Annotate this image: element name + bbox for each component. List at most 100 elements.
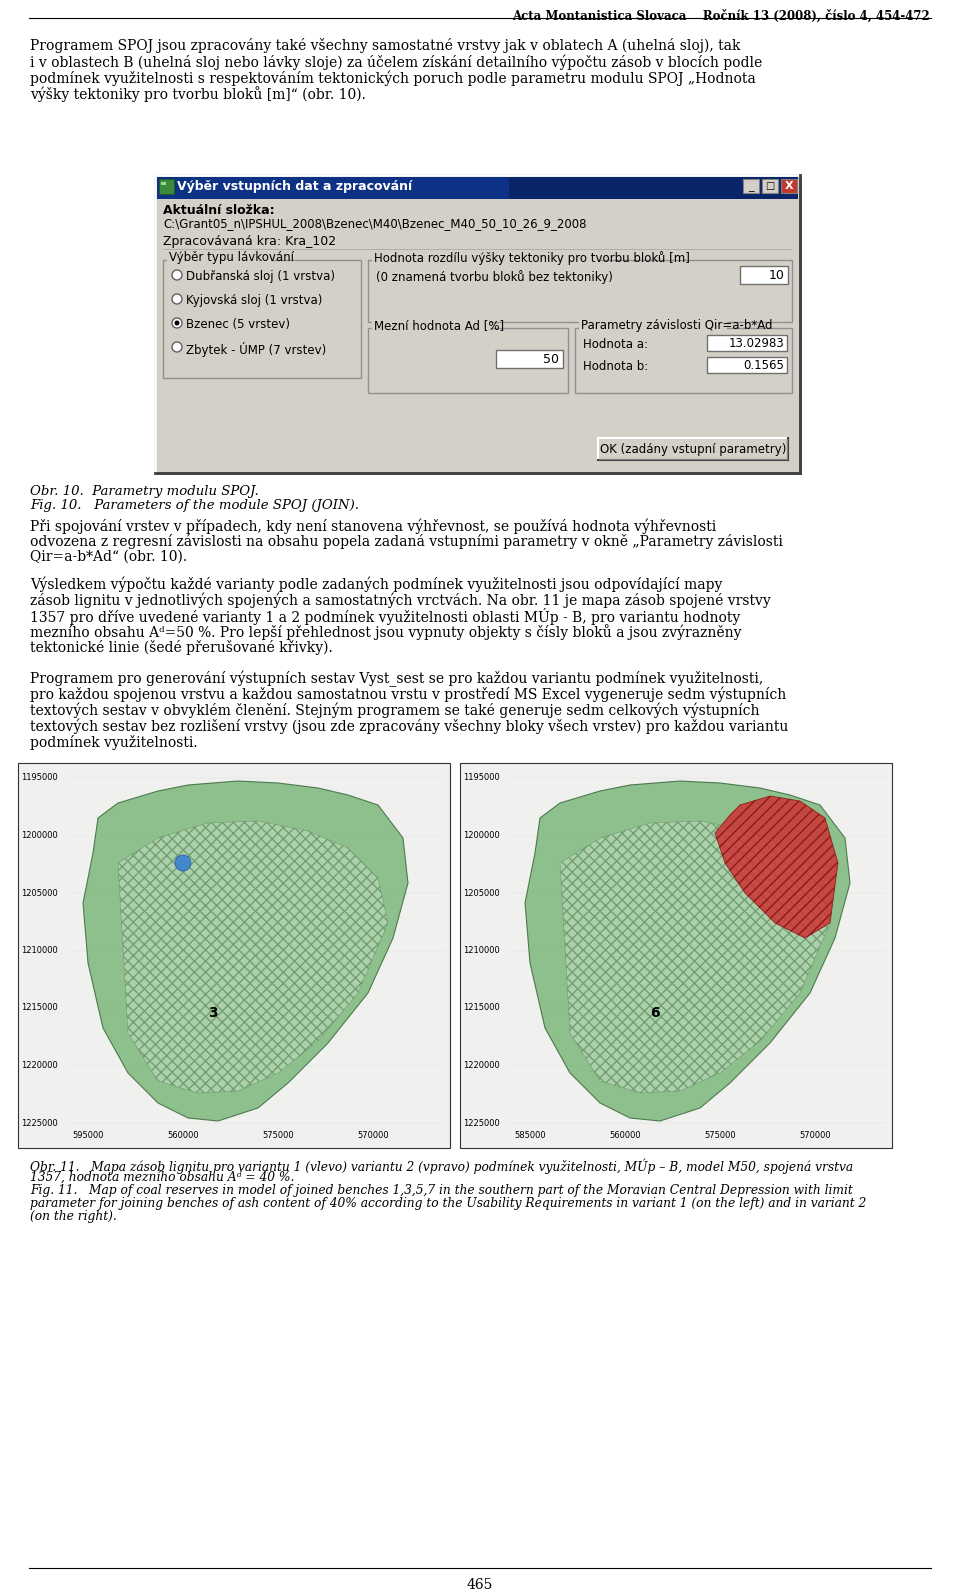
Text: 575000: 575000 — [705, 1132, 735, 1140]
Bar — [740, 267, 788, 284]
Bar — [762, 179, 778, 193]
Text: Výsledkem výpočtu každé varianty podle zadaných podmínek využitelnosti jsou odpo: Výsledkem výpočtu každé varianty podle z… — [30, 576, 722, 592]
Text: 1220000: 1220000 — [463, 1061, 500, 1069]
Text: 560000: 560000 — [167, 1132, 199, 1140]
Bar — [161, 182, 166, 185]
Text: 1215000: 1215000 — [463, 1004, 500, 1012]
Text: Acta Montanistica Slovaca    Ročník 13 (2008), číslo 4, 454-472: Acta Montanistica Slovaca Ročník 13 (200… — [513, 10, 930, 24]
Text: Bzenec (5 vrstev): Bzenec (5 vrstev) — [186, 318, 290, 330]
Circle shape — [172, 342, 182, 353]
Text: textových sestav bez rozlišení vrstvy (jsou zde zpracovány všechny bloky všech v: textových sestav bez rozlišení vrstvy (j… — [30, 720, 788, 734]
Text: podmínek využitelnosti.: podmínek využitelnosti. — [30, 736, 198, 750]
Text: 1195000: 1195000 — [463, 774, 500, 782]
Text: Parametry závislosti Qir=a-b*Ad: Parametry závislosti Qir=a-b*Ad — [581, 319, 773, 332]
Text: □: □ — [765, 180, 775, 192]
Text: Výběr vstupních dat a zpracování: Výběr vstupních dat a zpracování — [177, 180, 412, 193]
Bar — [163, 260, 361, 378]
Text: parameter for joining benches of ash content of 40% according to the Usability R: parameter for joining benches of ash con… — [30, 1197, 866, 1210]
Text: 1215000: 1215000 — [21, 1004, 58, 1012]
Text: 585000: 585000 — [515, 1132, 546, 1140]
Text: 570000: 570000 — [799, 1132, 830, 1140]
Bar — [743, 179, 759, 193]
Bar — [598, 437, 788, 460]
Text: 560000: 560000 — [610, 1132, 641, 1140]
Text: 0.1565: 0.1565 — [743, 359, 784, 372]
Bar — [167, 252, 272, 263]
Text: Dubřanská sloj (1 vrstva): Dubřanská sloj (1 vrstva) — [186, 270, 335, 282]
Text: Zpracovávaná kra: Kra_102: Zpracovávaná kra: Kra_102 — [163, 235, 336, 247]
Bar — [368, 329, 568, 393]
Text: Programem SPOJ jsou zpracovány také všechny samostatné vrstvy jak v oblatech A (: Programem SPOJ jsou zpracovány také všec… — [30, 38, 740, 53]
Text: výšky tektoniky pro tvorbu bloků [m]“ (obr. 10).: výšky tektoniky pro tvorbu bloků [m]“ (o… — [30, 86, 366, 102]
Text: 1195000: 1195000 — [21, 774, 58, 782]
Text: Obr. 11.   Mapa zásob lignitu pro variantu 1 (vlevo) variantu 2 (vpravo) podmíne: Obr. 11. Mapa zásob lignitu pro variantu… — [30, 1159, 853, 1173]
Text: Hodnota rozdílu výšky tektoniky pro tvorbu bloků [m]: Hodnota rozdílu výšky tektoniky pro tvor… — [374, 251, 690, 265]
Text: 1200000: 1200000 — [463, 832, 500, 839]
Text: tektonické linie (šedé přerušované křivky).: tektonické linie (šedé přerušované křivk… — [30, 640, 333, 654]
Bar — [372, 321, 490, 330]
Text: Výběr typu lávkování: Výběr typu lávkování — [169, 251, 294, 263]
Bar — [157, 177, 509, 200]
Text: pro každou spojenou vrstvu a každou samostatnou vrstu v prostředí MS Excel vygen: pro každou spojenou vrstvu a každou samo… — [30, 686, 786, 702]
Circle shape — [175, 855, 191, 871]
Bar — [460, 763, 892, 1148]
Text: zásob lignitu v jednotlivých spojených a samostatných vrctvách. Na obr. 11 je ma: zásob lignitu v jednotlivých spojených a… — [30, 592, 771, 608]
Circle shape — [172, 270, 182, 279]
Text: 1220000: 1220000 — [21, 1061, 58, 1069]
Text: C:\Grant05_n\IPSHUL_2008\Bzenec\M40\Bzenec_M40_50_10_26_9_2008: C:\Grant05_n\IPSHUL_2008\Bzenec\M40\Bzen… — [163, 217, 587, 230]
Text: OK (zadány vstupní parametry): OK (zadány vstupní parametry) — [600, 444, 786, 456]
Text: 1200000: 1200000 — [21, 832, 58, 839]
Polygon shape — [118, 820, 388, 1093]
Text: (on the right).: (on the right). — [30, 1210, 117, 1223]
Circle shape — [175, 321, 180, 326]
Text: 1205000: 1205000 — [21, 889, 58, 897]
Bar — [372, 252, 600, 263]
Text: _: _ — [748, 182, 754, 192]
Text: 1357, hodnota mezního obsahu Aᵈ = 40 %.: 1357, hodnota mezního obsahu Aᵈ = 40 %. — [30, 1171, 295, 1184]
Text: 570000: 570000 — [357, 1132, 389, 1140]
Text: podmínek využitelnosti s respektováním tektonických poruch podle parametru modul: podmínek využitelnosti s respektováním t… — [30, 70, 756, 86]
Polygon shape — [525, 780, 850, 1120]
Bar — [157, 177, 798, 200]
Bar — [159, 179, 174, 195]
Text: Při spojování vrstev v případech, kdy není stanovena výhřevnost, se používá hodn: Při spojování vrstev v případech, kdy ne… — [30, 519, 716, 533]
Text: 1225000: 1225000 — [463, 1119, 500, 1127]
Text: 1357 pro dříve uvedené varianty 1 a 2 podmínek využitelnosti oblasti MÚp - B, pr: 1357 pro dříve uvedené varianty 1 a 2 po… — [30, 608, 740, 626]
Text: odvozena z regresní závislosti na obsahu popela zadaná vstupními parametry v okn: odvozena z regresní závislosti na obsahu… — [30, 535, 782, 549]
Text: 50: 50 — [543, 353, 559, 365]
Text: Fig. 11.   Map of coal reserves in model of joined benches 1,3,5,7 in the southe: Fig. 11. Map of coal reserves in model o… — [30, 1184, 852, 1197]
Text: Obr. 10.  Parametry modulu SPOJ.: Obr. 10. Parametry modulu SPOJ. — [30, 485, 259, 498]
Text: Hodnota a:: Hodnota a: — [583, 338, 648, 351]
Text: 13.02983: 13.02983 — [729, 337, 784, 350]
Text: textových sestav v obvyklém členění. Stejným programem se také generuje sedm cel: textových sestav v obvyklém členění. Ste… — [30, 702, 759, 718]
Bar — [707, 335, 787, 351]
Bar — [368, 260, 792, 322]
Bar — [781, 179, 797, 193]
Text: 595000: 595000 — [72, 1132, 104, 1140]
Bar — [707, 358, 787, 373]
Circle shape — [172, 318, 182, 329]
Text: i v oblastech B (uhelná sloj nebo lávky sloje) za účelem získání detailního výpo: i v oblastech B (uhelná sloj nebo lávky … — [30, 54, 762, 70]
Text: Fig. 10.   Parameters of the module SPOJ (JOIN).: Fig. 10. Parameters of the module SPOJ (… — [30, 500, 359, 512]
Text: Zbytek - ÚMP (7 vrstev): Zbytek - ÚMP (7 vrstev) — [186, 342, 326, 358]
Text: 1210000: 1210000 — [21, 946, 58, 954]
Bar — [579, 321, 727, 330]
Bar — [155, 176, 800, 472]
Text: Programem pro generování výstupních sestav Vyst_sest se pro každou variantu podm: Programem pro generování výstupních sest… — [30, 670, 763, 688]
Text: X: X — [784, 180, 793, 192]
Text: Mezní hodnota Ad [%]: Mezní hodnota Ad [%] — [374, 319, 504, 332]
Bar — [18, 763, 450, 1148]
Text: Aktuální složka:: Aktuální složka: — [163, 204, 275, 217]
Polygon shape — [83, 780, 408, 1120]
Text: 465: 465 — [467, 1578, 493, 1591]
Text: 3: 3 — [208, 1005, 218, 1020]
Polygon shape — [715, 796, 838, 938]
Circle shape — [172, 294, 182, 303]
Text: Hodnota b:: Hodnota b: — [583, 361, 648, 373]
Bar — [496, 350, 563, 369]
Text: (0 znamená tvorbu bloků bez tektoniky): (0 znamená tvorbu bloků bez tektoniky) — [376, 270, 612, 284]
Text: 10: 10 — [769, 270, 785, 282]
Text: mezního obsahu Aᵈ=50 %. Pro lepší přehlednost jsou vypnuty objekty s čísly bloků: mezního obsahu Aᵈ=50 %. Pro lepší přehle… — [30, 624, 741, 640]
Text: 1225000: 1225000 — [21, 1119, 58, 1127]
Polygon shape — [560, 820, 830, 1093]
